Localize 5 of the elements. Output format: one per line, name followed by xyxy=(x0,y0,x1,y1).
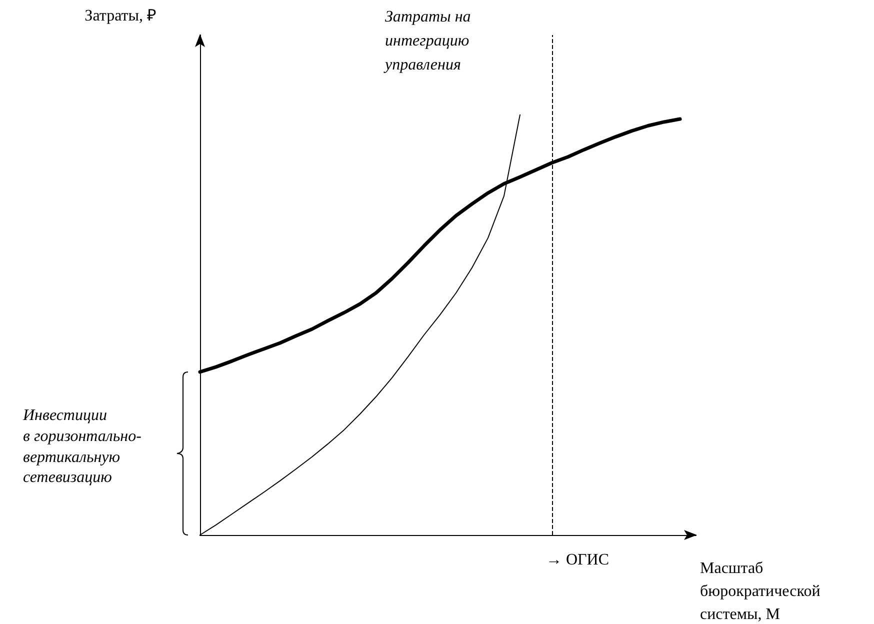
text: Затраты на интеграцию управления xyxy=(383,8,471,74)
text: Инвестиции в горизонтально-вертикальную сетевизацию xyxy=(23,406,142,488)
text: Затраты, ₽ xyxy=(84,8,156,24)
text: → ОГИС xyxy=(546,552,610,568)
x-axis-title: Масштаб бюрократической системы, М xyxy=(700,560,821,623)
